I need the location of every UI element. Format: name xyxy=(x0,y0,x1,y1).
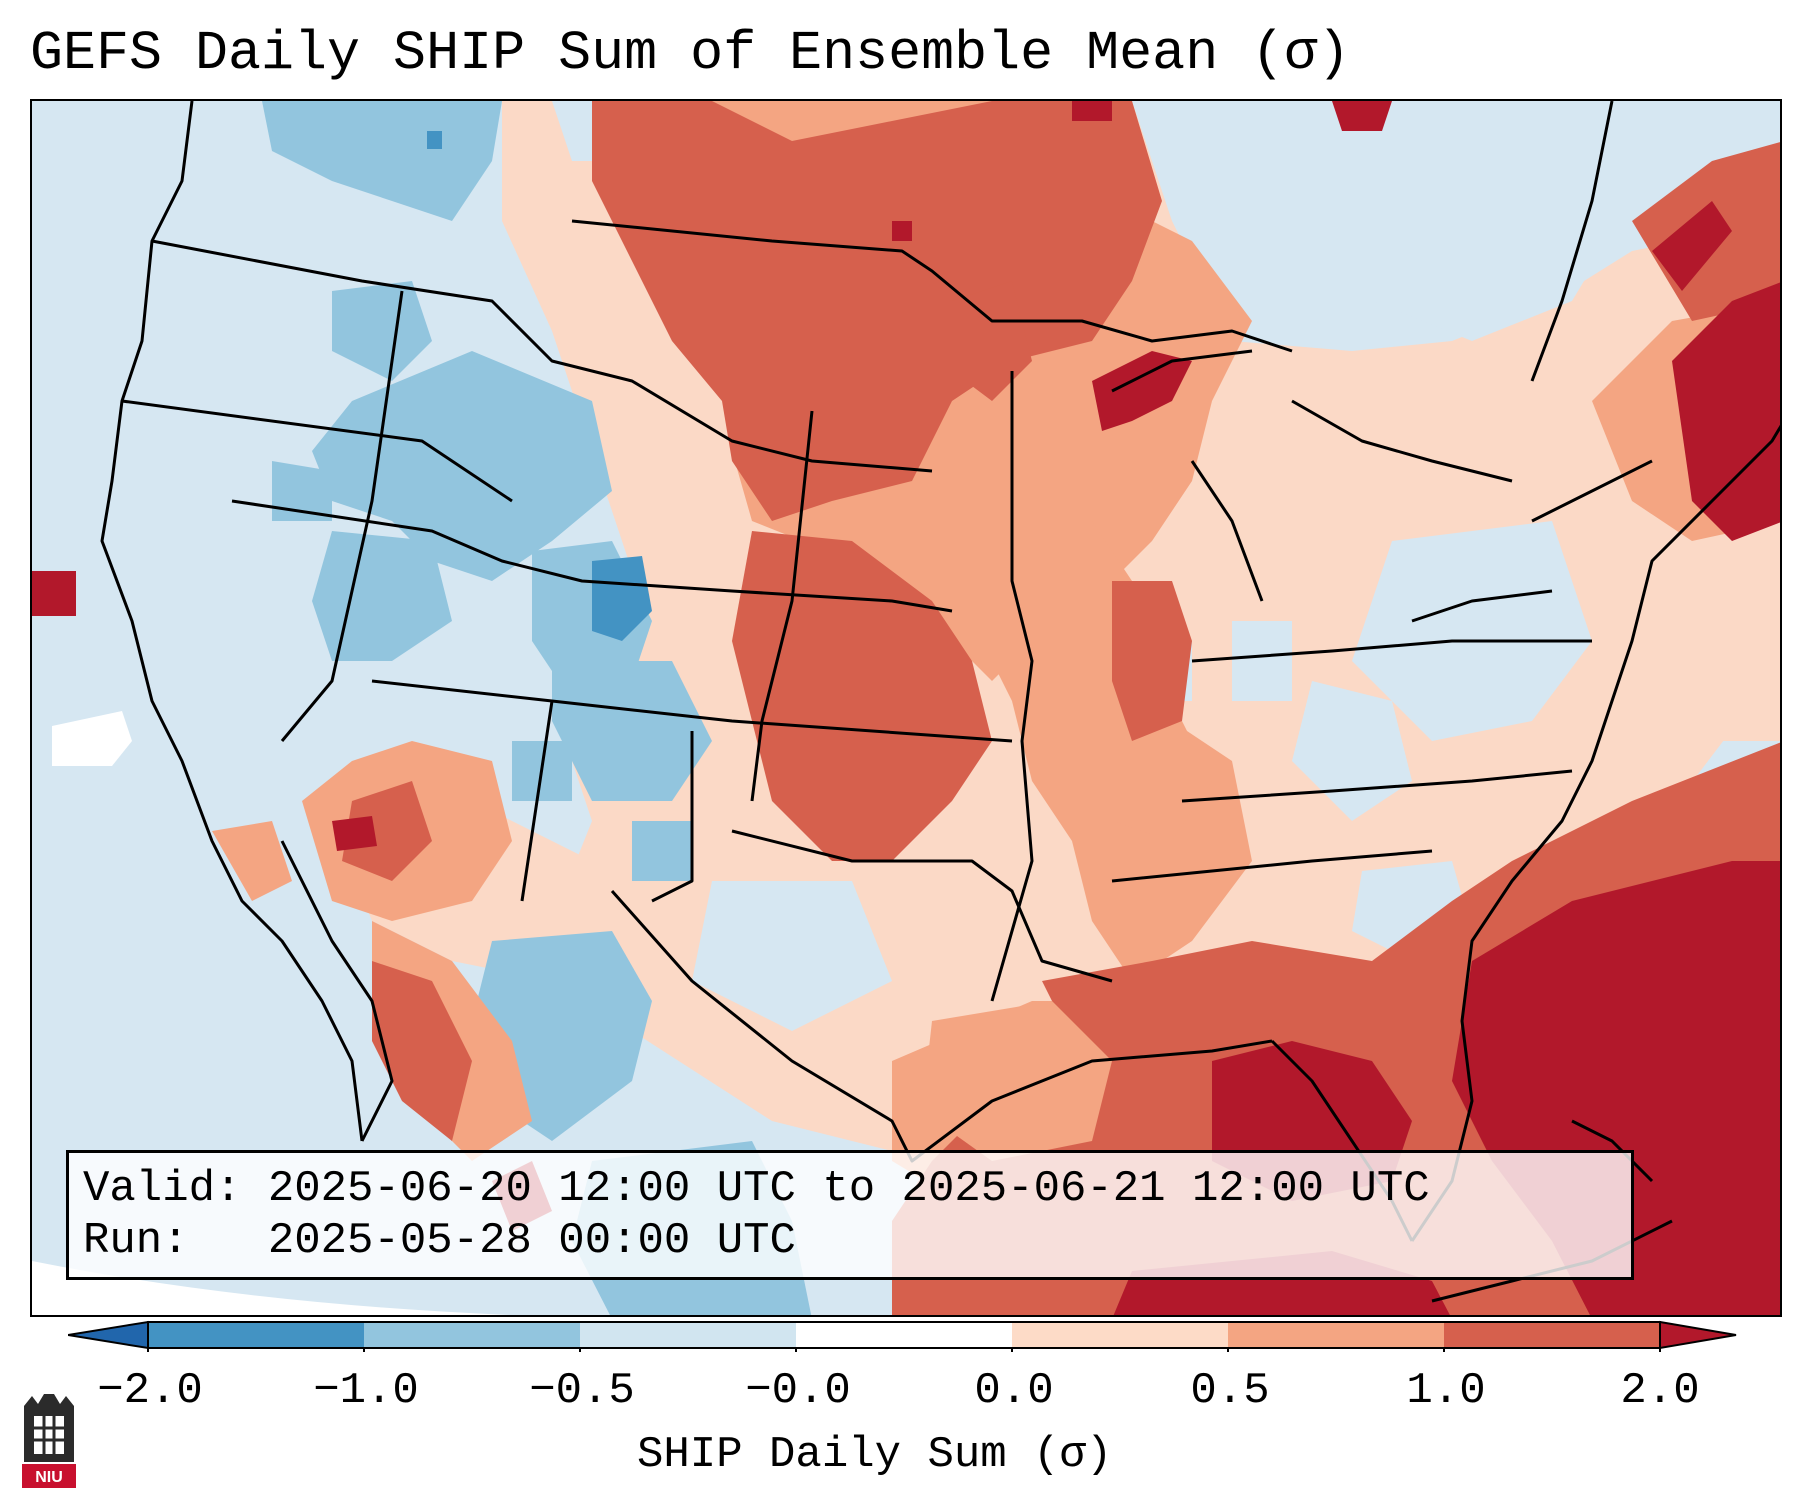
state-line-2 xyxy=(371,679,1013,743)
state-line-1 xyxy=(231,499,953,613)
anomaly-map xyxy=(30,99,1782,1317)
map-title: GEFS Daily SHIP Sum of Ensemble Mean (σ) xyxy=(30,22,1351,85)
colorbar-extend-high xyxy=(1659,1320,1737,1350)
run-value: 2025-05-28 00:00 UTC xyxy=(267,1216,796,1266)
lake-huron-shore xyxy=(1291,399,1513,483)
colorbar-segment-6 xyxy=(1444,1322,1660,1348)
map-projection-edge xyxy=(32,1261,511,1315)
dakota-border xyxy=(750,410,814,802)
coastlines-and-borders xyxy=(100,101,1780,1303)
nm-tx-border xyxy=(651,731,694,903)
canada-border-west xyxy=(151,239,933,473)
colorbar-segment-3 xyxy=(580,1322,796,1348)
colorbar-segment-5 xyxy=(1228,1322,1444,1348)
run-label: Run: xyxy=(83,1216,189,1266)
valid-value: 2025-06-20 12:00 UTC to 2025-06-21 12:00… xyxy=(267,1164,1430,1214)
colorbar-title: SHIP Daily Sum (σ) xyxy=(637,1430,1113,1480)
colorbar xyxy=(68,1320,1737,1352)
colorbar-segment-2 xyxy=(364,1322,580,1348)
colorbar-segment-4 xyxy=(1012,1322,1228,1348)
colorbar-segment-1 xyxy=(148,1322,364,1348)
colorbar-tick-label: −2.0 xyxy=(97,1366,203,1416)
colorbar-ticks xyxy=(147,1348,1661,1352)
texas-ok-line xyxy=(731,829,1113,983)
state-line-4 xyxy=(1181,769,1573,803)
colorbar-tick-label: 2.0 xyxy=(1620,1366,1700,1416)
az-nm-border xyxy=(520,700,554,902)
colorbar-segment-zero xyxy=(796,1322,1012,1348)
nevada-border xyxy=(280,290,404,742)
state-line-5 xyxy=(1111,849,1433,883)
colorbar-frame xyxy=(147,1321,1661,1349)
lake-erie-shore xyxy=(1411,589,1553,623)
west-coast-line xyxy=(100,101,364,1142)
colorbar-tick-label: 0.5 xyxy=(1190,1366,1270,1416)
colorbar-tick-label: −1.0 xyxy=(313,1366,419,1416)
anomaly-field-neg-0.5-0-east xyxy=(552,101,1632,1031)
canada-border-central xyxy=(571,219,1293,353)
logo-banner xyxy=(22,1464,76,1488)
anomaly-field-neg-2-1 xyxy=(427,131,652,641)
logo-text: NIU xyxy=(35,1469,63,1486)
colorbar-tick-label: −0.0 xyxy=(745,1366,851,1416)
northeast-border xyxy=(1530,101,1614,382)
anomaly-field-gulf-inner xyxy=(922,1001,1112,1161)
lake-ontario-shore xyxy=(1531,459,1653,523)
state-line-3 xyxy=(1191,639,1592,663)
colorbar-tick-label: 0.0 xyxy=(974,1366,1054,1416)
baja-line xyxy=(280,840,394,1142)
logo-window-grid xyxy=(34,1416,64,1454)
anomaly-field-neg-1-0.5 xyxy=(262,101,812,1315)
mississippi-line xyxy=(990,371,1034,1002)
anomaly-map-svg xyxy=(32,101,1780,1315)
colorbar-extend-low xyxy=(68,1320,149,1350)
valid-label: Valid: xyxy=(83,1164,242,1214)
lake-michigan-shore xyxy=(1190,460,1264,602)
colorbar-tick-label: 1.0 xyxy=(1406,1366,1486,1416)
or-ca-border xyxy=(121,399,513,503)
bahamas-outline xyxy=(1571,1119,1654,1183)
niu-logo: NIU xyxy=(22,1394,76,1488)
lake-superior-shore xyxy=(1111,349,1253,393)
east-coast xyxy=(1410,424,1780,1242)
valid-run-info-box: Valid: 2025-06-20 12:00 UTC to 2025-06-2… xyxy=(66,1150,1634,1280)
missing-data-patch xyxy=(52,711,132,766)
colorbar-tick-label: −0.5 xyxy=(529,1366,635,1416)
logo-window xyxy=(34,1416,64,1454)
